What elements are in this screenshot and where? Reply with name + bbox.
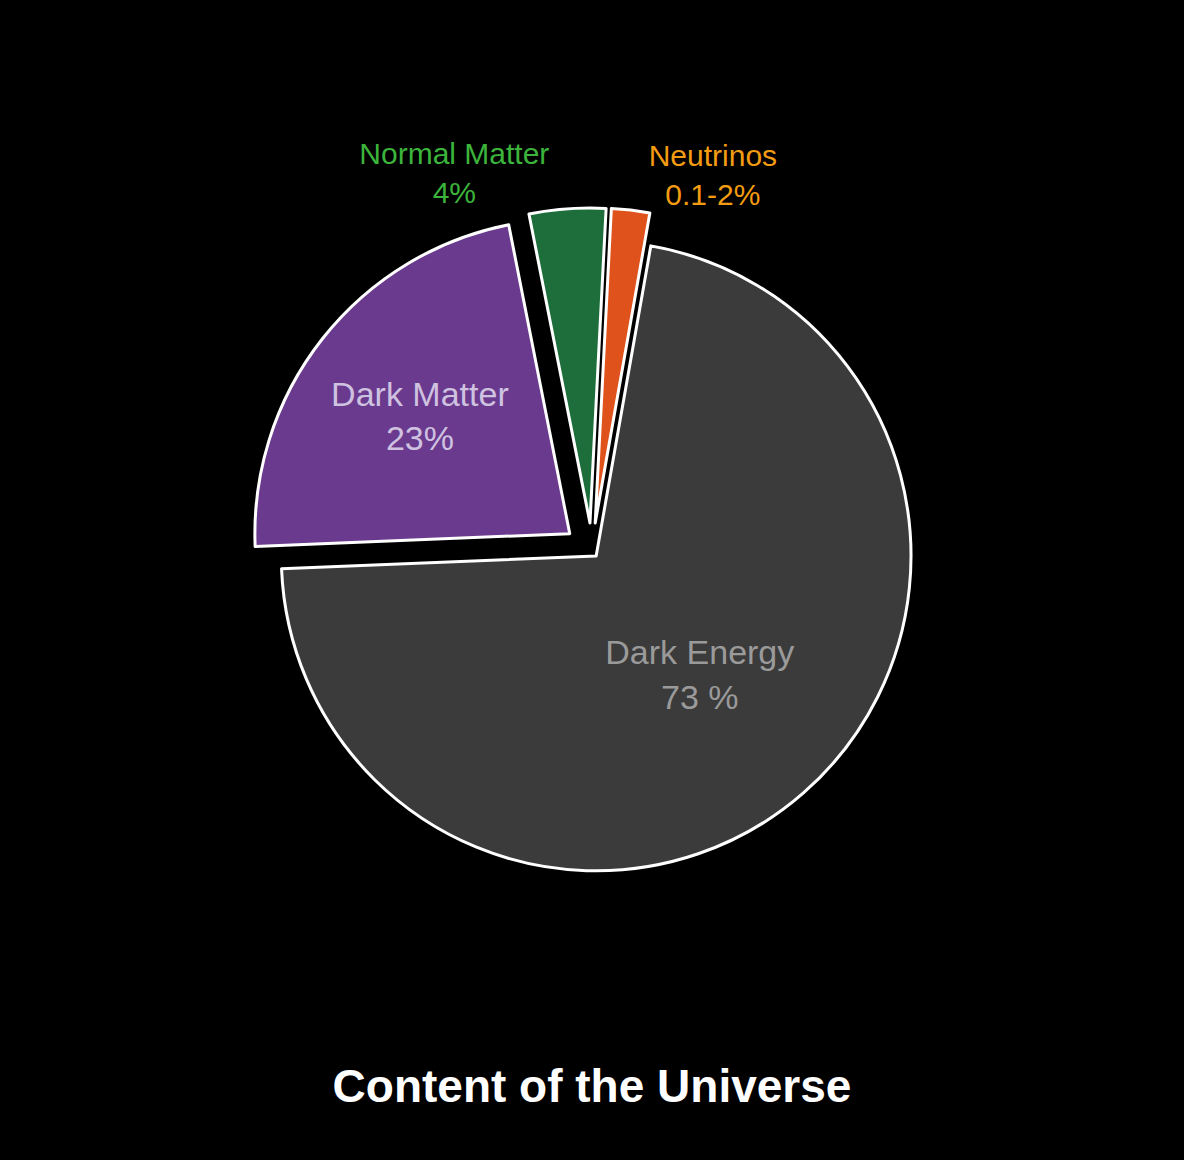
svg-text:Content of the Universe: Content of the Universe xyxy=(333,1060,852,1112)
svg-text:Dark Matter23%: Dark Matter23% xyxy=(331,375,509,457)
svg-text:Neutrinos0.1-2%: Neutrinos0.1-2% xyxy=(649,139,777,211)
svg-text:Dark Energy73 %: Dark Energy73 % xyxy=(605,633,794,715)
svg-text:Normal Matter4%: Normal Matter4% xyxy=(359,137,549,209)
